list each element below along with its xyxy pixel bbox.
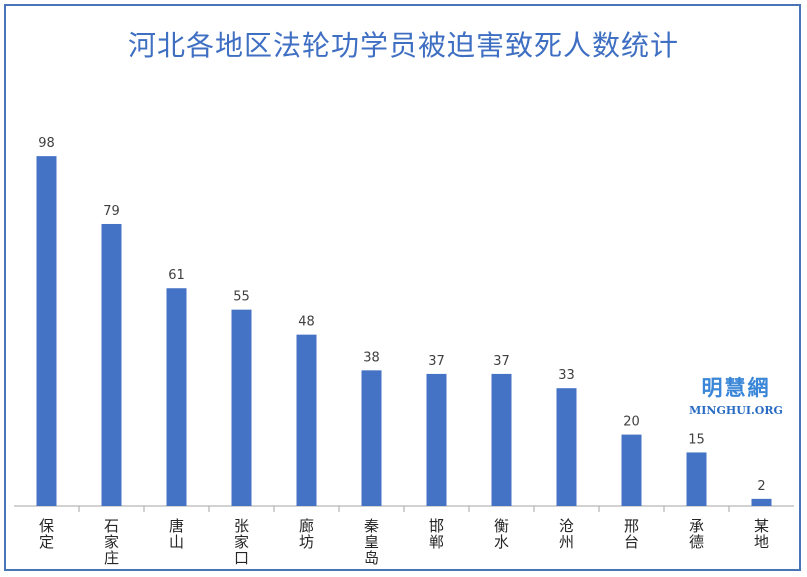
data-label-11: 15 — [688, 432, 705, 447]
x-tick-label-7: 邯郸 — [429, 517, 444, 551]
bar-9 — [556, 388, 577, 506]
data-label-6: 38 — [363, 350, 380, 365]
data-label-2: 79 — [103, 204, 120, 219]
data-label-1: 98 — [38, 136, 55, 151]
data-label-4: 55 — [233, 290, 250, 305]
x-tick-label-4: 张家口 — [234, 517, 249, 567]
x-tick-label-8: 衡水 — [494, 517, 509, 551]
minghui-watermark: 明慧網 MINGHUI.ORG — [686, 372, 786, 417]
data-label-7: 37 — [428, 354, 445, 369]
bar-4 — [231, 309, 252, 506]
data-label-9: 33 — [558, 368, 575, 383]
x-tick-label-10: 邢台 — [624, 517, 639, 551]
data-label-8: 37 — [493, 354, 510, 369]
chart-frame — [4, 4, 801, 571]
x-tick-label-12: 某地 — [754, 517, 769, 551]
data-label-5: 48 — [298, 315, 315, 330]
bar-10 — [621, 434, 642, 506]
x-tick-label-5: 廊坊 — [299, 517, 314, 551]
x-tick-label-6: 秦皇岛 — [364, 517, 379, 567]
data-label-12: 2 — [757, 479, 765, 494]
bar-1 — [36, 156, 57, 506]
bar-3 — [166, 288, 187, 506]
bar-12 — [751, 498, 772, 506]
bar-8 — [491, 373, 512, 506]
bar-11 — [686, 452, 707, 506]
x-tick-label-11: 承德 — [689, 517, 704, 551]
data-label-10: 20 — [623, 415, 640, 430]
x-tick-label-9: 沧州 — [559, 517, 574, 551]
watermark-cn: 明慧網 — [701, 376, 771, 400]
bar-2 — [101, 223, 122, 506]
chart-title: 河北各地区法轮功学员被迫害致死人数统计 — [127, 29, 679, 62]
watermark-en: MINGHUI.ORG — [689, 404, 783, 417]
x-tick-label-1: 保定 — [39, 517, 54, 551]
bar-7 — [426, 373, 447, 506]
bar-6 — [361, 370, 382, 506]
x-tick-label-2: 石家庄 — [104, 517, 119, 567]
bar-5 — [296, 334, 317, 506]
data-label-3: 61 — [168, 268, 185, 283]
x-tick-label-3: 唐山 — [169, 517, 184, 551]
